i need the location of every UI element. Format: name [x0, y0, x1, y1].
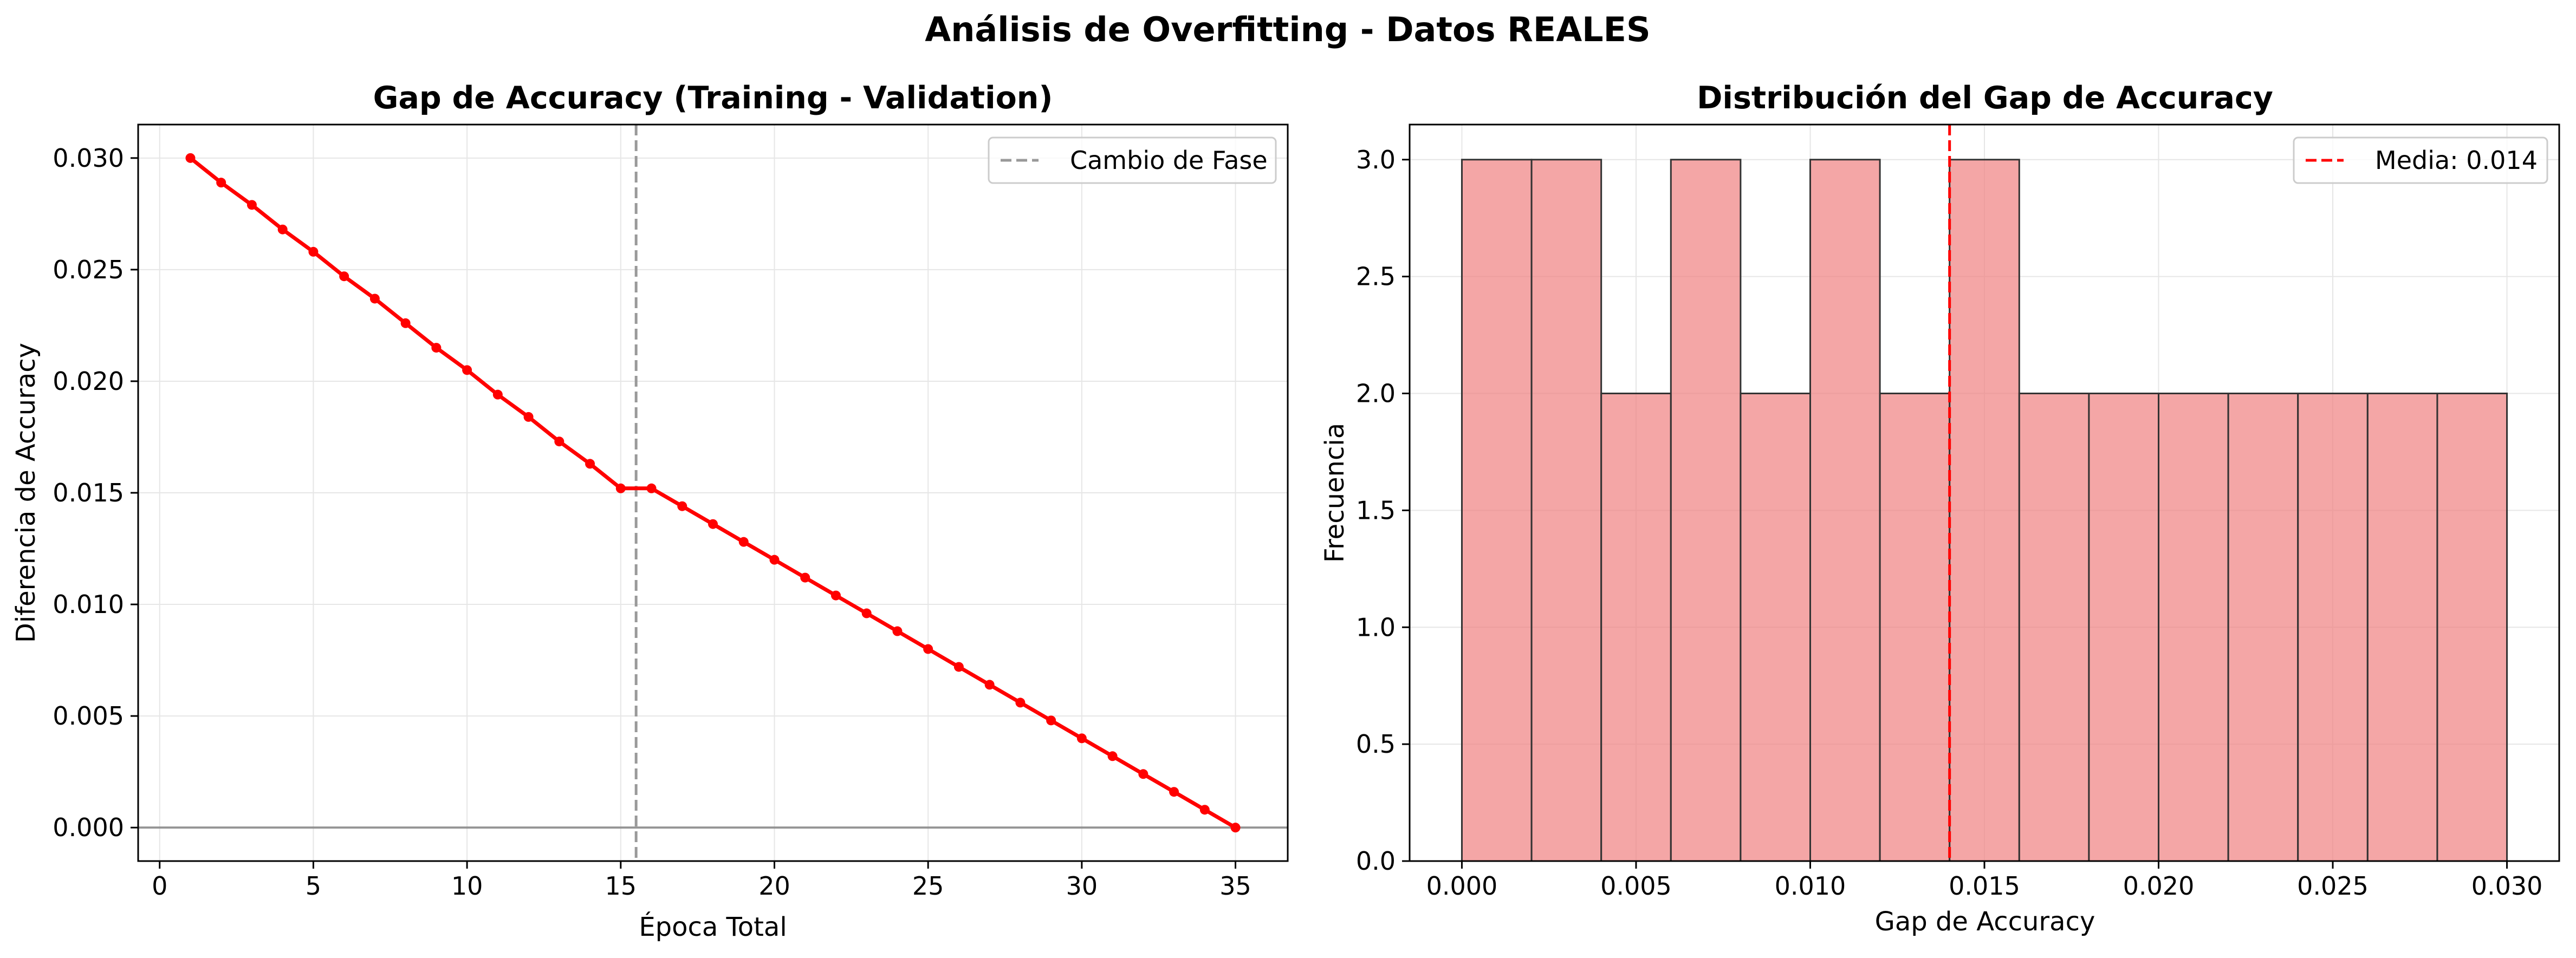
right-x-tick-label: 0.000	[1426, 871, 1498, 901]
gap-data-point	[1231, 823, 1241, 832]
gap-data-point	[862, 609, 872, 618]
gap-data-point	[431, 343, 441, 353]
right-y-tick-label: 0.5	[1356, 729, 1396, 759]
left-x-axis-label: Época Total	[639, 911, 787, 942]
right-bars	[1462, 160, 2507, 861]
gap-data-point	[216, 178, 226, 187]
left-x-tick-label: 30	[1066, 871, 1098, 901]
histogram-bar	[2089, 394, 2159, 861]
right-legend-label: Media: 0.014	[2375, 146, 2538, 175]
histogram-bar	[1462, 160, 1532, 861]
histogram-bar	[2159, 394, 2229, 861]
gap-data-point	[339, 271, 349, 281]
right-x-tick-label: 0.005	[1600, 871, 1672, 901]
gap-data-point	[1200, 805, 1210, 814]
left-x-tick-label: 35	[1219, 871, 1251, 901]
right-y-ticks: 0.0 0.5 1.0 1.5 2.0 2.5 3.0	[1356, 145, 1410, 876]
left-y-tick-label: 0.020	[53, 367, 124, 396]
histogram-bar	[2228, 394, 2298, 861]
histogram-bar	[2298, 394, 2368, 861]
gap-data-point	[831, 591, 841, 601]
right-y-tick-label: 1.5	[1356, 496, 1396, 525]
left-y-tick-label: 0.030	[53, 144, 124, 173]
gap-data-point	[247, 200, 257, 210]
gap-data-point	[954, 662, 964, 672]
right-y-axis-label: Frecuencia	[1320, 423, 1350, 563]
gap-data-point	[800, 573, 810, 583]
histogram-bar	[1601, 394, 1671, 861]
gap-data-point	[462, 365, 472, 375]
left-x-tick-label: 20	[758, 871, 790, 901]
gap-data-point	[278, 225, 288, 234]
gap-line-chart: Gap de Accuracy (Training - Validation) …	[11, 80, 1288, 942]
right-x-tick-label: 0.030	[2471, 871, 2543, 901]
left-x-tick-label: 15	[605, 871, 637, 901]
left-y-tick-label: 0.005	[53, 701, 124, 731]
gap-data-point	[708, 519, 718, 529]
gap-data-point	[1108, 751, 1118, 761]
right-y-tick-label: 1.0	[1356, 612, 1396, 642]
histogram-bar	[1741, 394, 1811, 861]
left-y-tick-label: 0.010	[53, 590, 124, 619]
left-grid	[138, 125, 1288, 861]
left-y-axis-label: Diferencia de Accuracy	[11, 343, 41, 643]
gap-data-point	[401, 318, 411, 328]
left-y-tick-label: 0.015	[53, 478, 124, 507]
gap-data-point	[554, 436, 564, 446]
gap-data-point	[1077, 733, 1087, 743]
gap-histogram-chart: Distribución del Gap de Accuracy 0.000 0.…	[1320, 80, 2559, 937]
left-x-tick-label: 5	[306, 871, 321, 901]
left-legend-label: Cambio de Fase	[1070, 146, 1268, 175]
gap-data-point	[1169, 787, 1179, 797]
gap-data-point	[1046, 715, 1056, 725]
histogram-bar	[1880, 394, 1950, 861]
gap-data-point	[647, 484, 657, 493]
right-legend: Media: 0.014	[2294, 138, 2547, 183]
histogram-bar	[1671, 160, 1741, 861]
histogram-bar	[2437, 394, 2507, 861]
gap-data-point	[370, 294, 380, 303]
left-y-tick-label: 0.000	[53, 813, 124, 842]
right-x-tick-label: 0.015	[1949, 871, 2020, 901]
gap-data-point	[677, 501, 687, 511]
gap-data-point	[923, 644, 933, 654]
left-x-tick-label: 0	[152, 871, 167, 901]
right-y-tick-label: 2.5	[1356, 262, 1396, 291]
gap-data-point	[616, 484, 626, 493]
gap-data-point	[185, 153, 195, 163]
right-y-tick-label: 2.0	[1356, 379, 1396, 408]
histogram-bar	[1532, 160, 1601, 861]
gap-data-point	[493, 390, 503, 400]
gap-data-point	[1138, 769, 1148, 779]
gap-data-point	[985, 680, 995, 689]
left-y-ticks: 0.000 0.005 0.010 0.015 0.020 0.025 0.030	[53, 144, 138, 842]
histogram-bar	[2019, 394, 2089, 861]
gap-data-point	[769, 555, 779, 565]
histogram-bar	[1950, 160, 2020, 861]
gap-data-point	[1015, 698, 1025, 707]
left-x-ticks: 0 5 10 15 20 25 30 35	[152, 861, 1251, 901]
right-chart-title: Distribución del Gap de Accuracy	[1697, 80, 2273, 116]
figure-title: Análisis de Overfitting - Datos REALES	[925, 10, 1650, 49]
histogram-bar	[2367, 394, 2437, 861]
gap-data-point	[524, 412, 534, 422]
left-x-tick-label: 10	[451, 871, 483, 901]
right-x-tick-label: 0.010	[1775, 871, 1846, 901]
right-x-tick-label: 0.020	[2123, 871, 2195, 901]
left-chart-title: Gap de Accuracy (Training - Validation)	[373, 80, 1053, 116]
gap-data-point	[585, 459, 595, 468]
right-x-axis-label: Gap de Accuracy	[1875, 907, 2095, 937]
left-x-tick-label: 25	[912, 871, 944, 901]
right-x-ticks: 0.000 0.005 0.010 0.015 0.020 0.025 0.030	[1426, 861, 2543, 901]
left-legend: Cambio de Fase	[989, 138, 1276, 183]
right-y-tick-label: 0.0	[1356, 846, 1396, 876]
right-y-tick-label: 3.0	[1356, 145, 1396, 174]
gap-data-point	[739, 537, 749, 547]
left-y-tick-label: 0.025	[53, 255, 124, 284]
gap-data-point	[892, 627, 902, 636]
right-x-tick-label: 0.025	[2297, 871, 2369, 901]
gap-data-point	[308, 247, 318, 257]
histogram-bar	[1810, 160, 1880, 861]
